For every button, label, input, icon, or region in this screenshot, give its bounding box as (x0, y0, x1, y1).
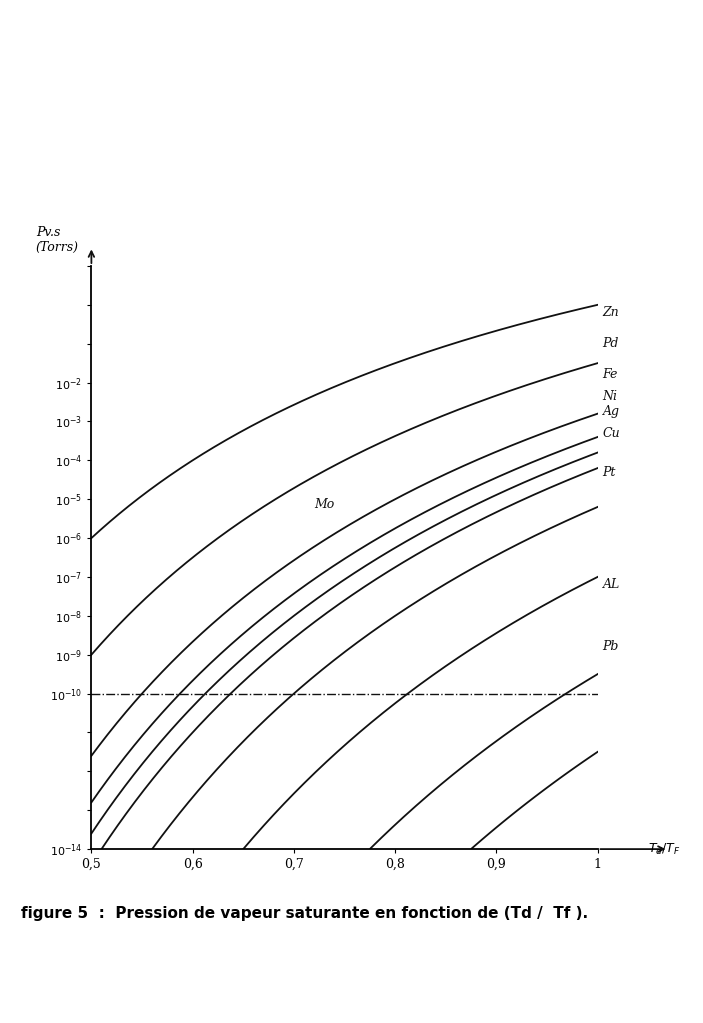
Text: figure 5  :  Pression de vapeur saturante en fonction de (Td /  Tf ).: figure 5 : Pression de vapeur saturante … (21, 905, 588, 921)
Text: Cu: Cu (602, 427, 620, 440)
Text: Fe: Fe (602, 368, 618, 382)
Text: $T_d/T_F$: $T_d/T_F$ (648, 842, 681, 856)
Text: Ni: Ni (602, 390, 618, 403)
Text: Pb: Pb (602, 640, 619, 654)
Text: Pd: Pd (602, 338, 619, 350)
Text: AL: AL (602, 578, 620, 591)
Text: Pv.s
(Torrs): Pv.s (Torrs) (36, 226, 79, 255)
Text: Mo: Mo (314, 498, 335, 510)
Text: Pt: Pt (602, 465, 616, 479)
Text: Ag: Ag (602, 405, 619, 418)
Text: Zn: Zn (602, 306, 619, 319)
